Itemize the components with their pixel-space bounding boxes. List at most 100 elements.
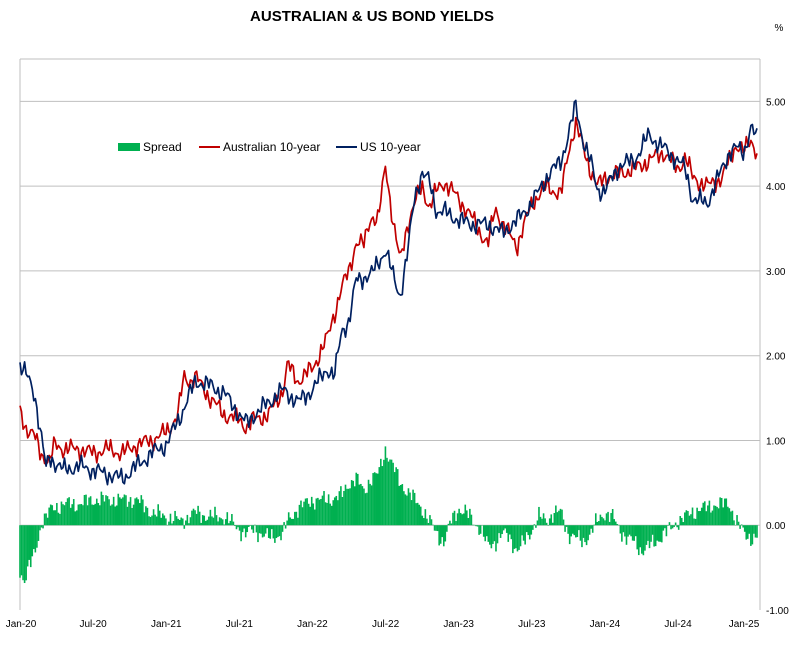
spread-bar — [211, 516, 213, 526]
spread-bar — [730, 511, 732, 526]
spread-bar — [430, 519, 433, 526]
spread-bar — [163, 515, 166, 526]
spread-bar — [637, 525, 640, 556]
spread-bar — [677, 525, 680, 530]
spread-bar — [323, 491, 325, 526]
spread-bar — [209, 509, 212, 526]
spread-bar — [713, 505, 715, 526]
spread-bar — [710, 512, 712, 526]
spread-bar — [307, 503, 310, 526]
spread-bar — [687, 511, 689, 526]
spread-bar — [74, 511, 77, 526]
spread-bar — [224, 519, 227, 526]
spread-bar — [407, 488, 410, 526]
spread-bar — [399, 485, 402, 526]
spread-bar — [255, 525, 258, 533]
spread-bar — [495, 525, 497, 552]
spread-bar — [63, 505, 66, 526]
spread-bar — [69, 507, 72, 526]
spread-bar — [731, 510, 734, 526]
spread-bar — [627, 525, 629, 537]
spread-bar — [251, 525, 253, 530]
spread-bar — [455, 521, 457, 526]
spread-bar — [404, 494, 407, 526]
spread-bar — [461, 514, 463, 526]
spread-bar — [608, 521, 611, 526]
spread-bar — [267, 525, 270, 538]
spread-bar — [644, 525, 646, 551]
spread-bar — [247, 525, 250, 527]
spread-bar — [438, 525, 440, 546]
spread-bar — [564, 525, 566, 532]
spread-bar — [294, 511, 296, 526]
spread-bar — [750, 525, 752, 546]
spread-bar — [191, 510, 193, 526]
spread-bar — [664, 525, 666, 529]
spread-bar — [466, 510, 468, 526]
spread-bar — [467, 518, 470, 526]
spread-bar — [106, 496, 109, 526]
spread-bar — [178, 519, 181, 526]
spread-bar — [505, 525, 508, 533]
spread-bar — [317, 497, 319, 526]
spread-bar — [82, 505, 84, 526]
y-tick-label: 2.00 — [766, 352, 786, 363]
spread-bar — [478, 525, 480, 535]
spread-bar — [530, 525, 533, 535]
spread-bar — [436, 525, 439, 532]
spread-bar — [650, 525, 652, 542]
spread-bar — [413, 492, 416, 526]
spread-bar — [433, 525, 436, 531]
spread-bar — [670, 525, 672, 530]
spread-bar — [97, 503, 100, 526]
spread-bar — [243, 525, 245, 529]
spread-bar — [119, 497, 121, 526]
spread-bar — [736, 515, 738, 526]
spread-bar — [57, 512, 60, 526]
spread-bar — [424, 509, 427, 526]
spread-bar — [493, 525, 496, 542]
spread-bar — [318, 499, 321, 526]
spread-bar — [62, 504, 64, 526]
spread-bar — [555, 505, 557, 526]
spread-bar — [533, 524, 536, 526]
spread-bar — [131, 507, 133, 526]
spread-bar — [636, 525, 639, 550]
spread-bar — [383, 459, 385, 526]
spread-bar — [419, 506, 422, 526]
spread-bar — [699, 511, 701, 526]
spread-bar — [326, 502, 328, 526]
spread-bar — [442, 525, 445, 547]
spread-bar — [34, 525, 37, 553]
spread-bar — [221, 519, 224, 526]
spread-bar — [26, 525, 29, 567]
spread-bar — [204, 520, 207, 526]
spread-bar — [490, 525, 493, 549]
spread-bar — [409, 492, 411, 526]
spread-bar — [571, 525, 574, 534]
spread-bar — [237, 525, 239, 528]
spread-bar — [337, 500, 339, 526]
spread-bar — [95, 498, 98, 526]
spread-bar — [567, 525, 569, 534]
spread-bar — [605, 513, 608, 526]
spread-bar — [550, 514, 553, 526]
spread-bar — [129, 497, 132, 526]
spread-bar — [435, 525, 437, 531]
spread-bar — [728, 508, 731, 526]
spread-bar — [625, 525, 628, 545]
y-tick-label: 3.00 — [766, 267, 786, 278]
spread-bar — [123, 494, 126, 526]
spread-bar — [185, 520, 187, 526]
spread-bar — [228, 523, 230, 526]
spread-bar — [639, 525, 642, 548]
spread-bar — [518, 525, 520, 550]
spread-bar — [65, 501, 67, 526]
spread-bar — [195, 513, 198, 526]
spread-bar — [527, 525, 530, 536]
spread-bar — [352, 480, 354, 526]
spread-bar — [449, 520, 451, 526]
spread-bar — [512, 525, 514, 554]
spread-bar — [263, 525, 265, 537]
spread-bar — [756, 525, 758, 538]
